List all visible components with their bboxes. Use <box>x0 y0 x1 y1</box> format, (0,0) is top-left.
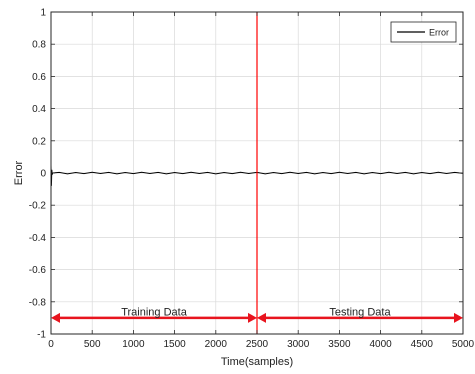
x-tick-label: 500 <box>84 339 101 350</box>
ticks-group: 0 500 1000 1500 2000 2500 3000 3500 4000 4500 5000… <box>29 8 475 351</box>
y-tick-label: -0.2 <box>29 201 47 212</box>
annotation-arrow-head-left <box>51 312 60 323</box>
x-tick-label: 2000 <box>205 339 228 350</box>
x-tick-label: 5000 <box>452 339 475 350</box>
x-tick-label: 1500 <box>163 339 186 350</box>
series-group <box>50 164 464 186</box>
annotations-group: Training Data Testing Data <box>51 307 463 323</box>
y-tick-label: -1 <box>37 330 46 341</box>
y-tick-label: 0.8 <box>32 40 46 51</box>
x-axis-label: Time(samples) <box>221 356 293 368</box>
y-tick-label: -0.8 <box>29 297 47 308</box>
x-tick-label: 0 <box>48 339 54 350</box>
annotation-label: Testing Data <box>329 307 391 319</box>
annotation-label: Training Data <box>121 307 188 319</box>
y-tick-label: 0.2 <box>32 136 46 147</box>
x-tick-label: 1000 <box>122 339 145 350</box>
legend: Error <box>390 21 457 43</box>
y-tick-label: 0.4 <box>32 104 46 115</box>
annotation-arrow-head-right <box>248 312 257 323</box>
y-axis-label: Error <box>13 160 25 185</box>
x-tick-label: 2500 <box>246 339 269 350</box>
x-tick-label: 4000 <box>369 339 392 350</box>
x-tick-label: 3000 <box>287 339 310 350</box>
annotation-arrow-head-right <box>454 312 463 323</box>
series-line-error <box>50 164 464 186</box>
y-tick-label: 0 <box>40 169 46 180</box>
x-tick-label: 3500 <box>328 339 351 350</box>
y-tick-label: -0.4 <box>29 233 47 244</box>
legend-label: Error <box>429 28 449 38</box>
y-tick-label: 1 <box>40 8 46 19</box>
y-tick-label: 0.6 <box>32 72 46 83</box>
y-tick-label: -0.6 <box>29 265 47 276</box>
annotation-arrow-head-left <box>257 312 266 323</box>
x-tick-label: 4500 <box>411 339 434 350</box>
